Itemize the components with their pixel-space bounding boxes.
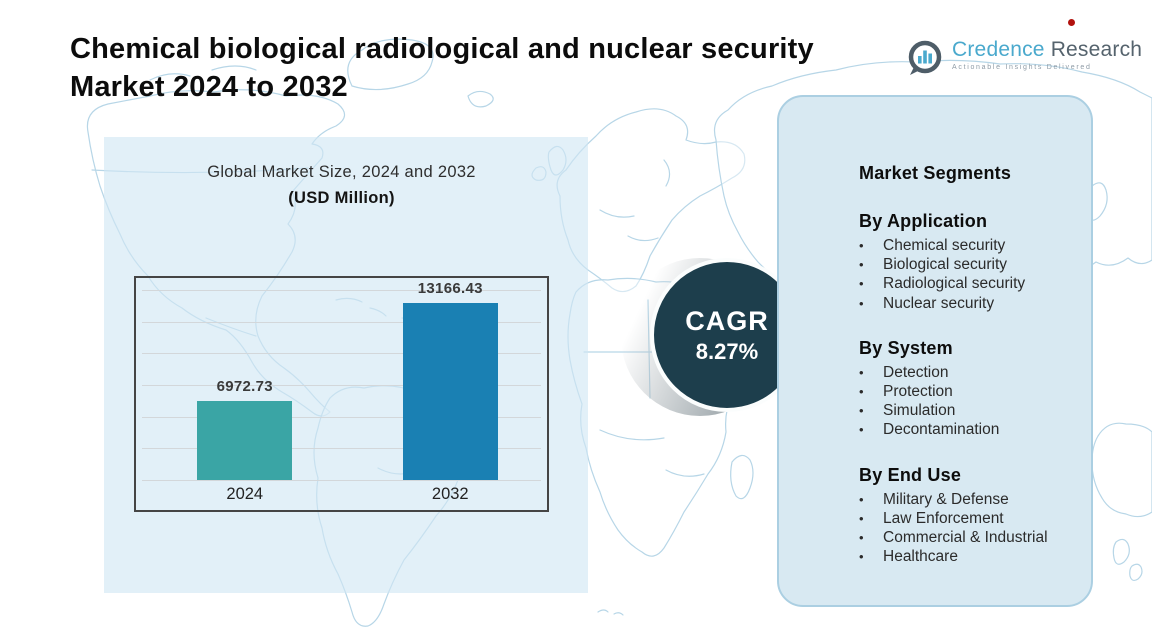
logo-name-secondary: Research [1044,38,1143,61]
segment-item: • Military & Defense [859,490,1077,509]
gridline [142,385,541,386]
segment-group: By System • Detection • Protection • Simulatio… [859,338,1077,440]
segment-item-label: Chemical security [883,237,1006,254]
map-greenland [347,38,434,91]
segment-item-label: Law Enforcement [883,509,1004,527]
segment-item: • Radiological security [859,274,1077,293]
chart-plot: 6972.73 2024 13166.43 2032 [136,278,547,510]
segment-item-label: Biological security [883,256,1008,274]
bullet-icon: • [859,295,864,311]
chart-panel-background [104,137,588,593]
segment-group-title: By Application [859,211,988,231]
segment-group: By Application • Chemical security • Biologi… [859,211,1077,313]
gridline [142,416,541,418]
page-title: Chemical biological radiological and nuc… [70,30,920,106]
map-australia [1091,422,1152,518]
logo-name-primary: Credence [952,38,1045,61]
segment-item-label: Detection [883,363,949,381]
bar-2024 [197,401,293,480]
bar-category-label: 2032 [431,485,469,503]
chart-subtitle: (USD Million) [288,189,395,207]
bar-chart-bubble-icon [908,40,942,75]
bullet-icon: • [859,530,864,546]
segment-item-label: Military & Defense [883,490,1009,508]
segment-item-label: Protection [883,383,953,401]
bullet-icon: • [859,422,864,438]
bullet-icon: • [859,510,864,526]
red-dot-icon [1068,19,1075,26]
credence-research-logo: Credence Research Actionable Insights De… [905,38,1142,78]
segment-item: • Nuclear security [859,294,1077,313]
segment-item-label: Decontamination [883,421,1000,439]
logo-name: Credence Research [952,38,1142,62]
bar-chart: 6972.73 2024 13166.43 2032 [134,276,549,512]
segment-item: • Simulation [859,401,1077,420]
segment-item: • Decontamination [859,420,1077,439]
bullet-icon: • [859,257,864,273]
segment-group-title: By System [859,337,953,358]
segment-item: • Law Enforcement [859,509,1077,528]
segments-groups: By Application • Chemical security • Biologi… [859,211,1077,566]
segment-item: • Protection [859,382,1077,401]
bullet-icon: • [859,238,864,253]
bar-category-label: 2024 [226,485,264,503]
segment-group-title: By End Use [859,464,962,485]
segment-item: • Detection [859,363,1077,382]
bullet-icon: • [859,384,864,400]
segment-item: • Biological security [859,255,1077,274]
segment-item-label: Radiological security [883,275,1026,293]
bullet-icon: • [859,364,864,380]
bullet-icon: • [859,549,864,565]
gridline [142,448,541,450]
logo-tagline: Actionable Insights Delivered [952,64,1092,71]
segment-item: • Chemical security [859,236,1077,255]
gridline [142,290,541,291]
gridline [142,321,541,323]
market-segments-panel: Market Segments By Application • Chemical … [777,95,1093,607]
page-title-line-2: Market 2024 to 2032 [70,71,348,103]
segment-item-label: Nuclear security [883,294,995,312]
bullet-icon: • [859,276,864,292]
segment-item-label: Healthcare [883,548,958,566]
chart-title-block: Global Market Size, 2024 and 2032 (USD M… [134,163,549,208]
bar-value-label: 13166.43 [417,280,483,298]
chart-title: Global Market Size, 2024 and 2032 [207,163,476,181]
segment-item: • Healthcare [859,547,1077,566]
page-title-line-1: Chemical biological radiological and nuc… [70,33,814,65]
logo-text: Credence Research Actionable Insights De… [952,38,1142,71]
segments-heading: Market Segments [859,163,1012,183]
cagr-value: 8.27% [695,338,759,364]
map-madagascar [730,454,754,500]
gridline [142,353,541,355]
segment-item: • Commercial & Industrial [859,528,1077,547]
segment-group: By End Use • Military & Defense • Law Enforc… [859,465,1077,567]
bullet-icon: • [859,491,864,507]
segment-item-label: Simulation [883,402,956,420]
map-europe [556,108,746,293]
gridline [142,480,541,481]
bar-value-label: 6972.73 [216,378,273,396]
bar-2032 [402,303,498,480]
cagr-label: CAGR [685,305,769,336]
segment-item-label: Commercial & Industrial [883,529,1048,547]
bullet-icon: • [859,403,864,419]
